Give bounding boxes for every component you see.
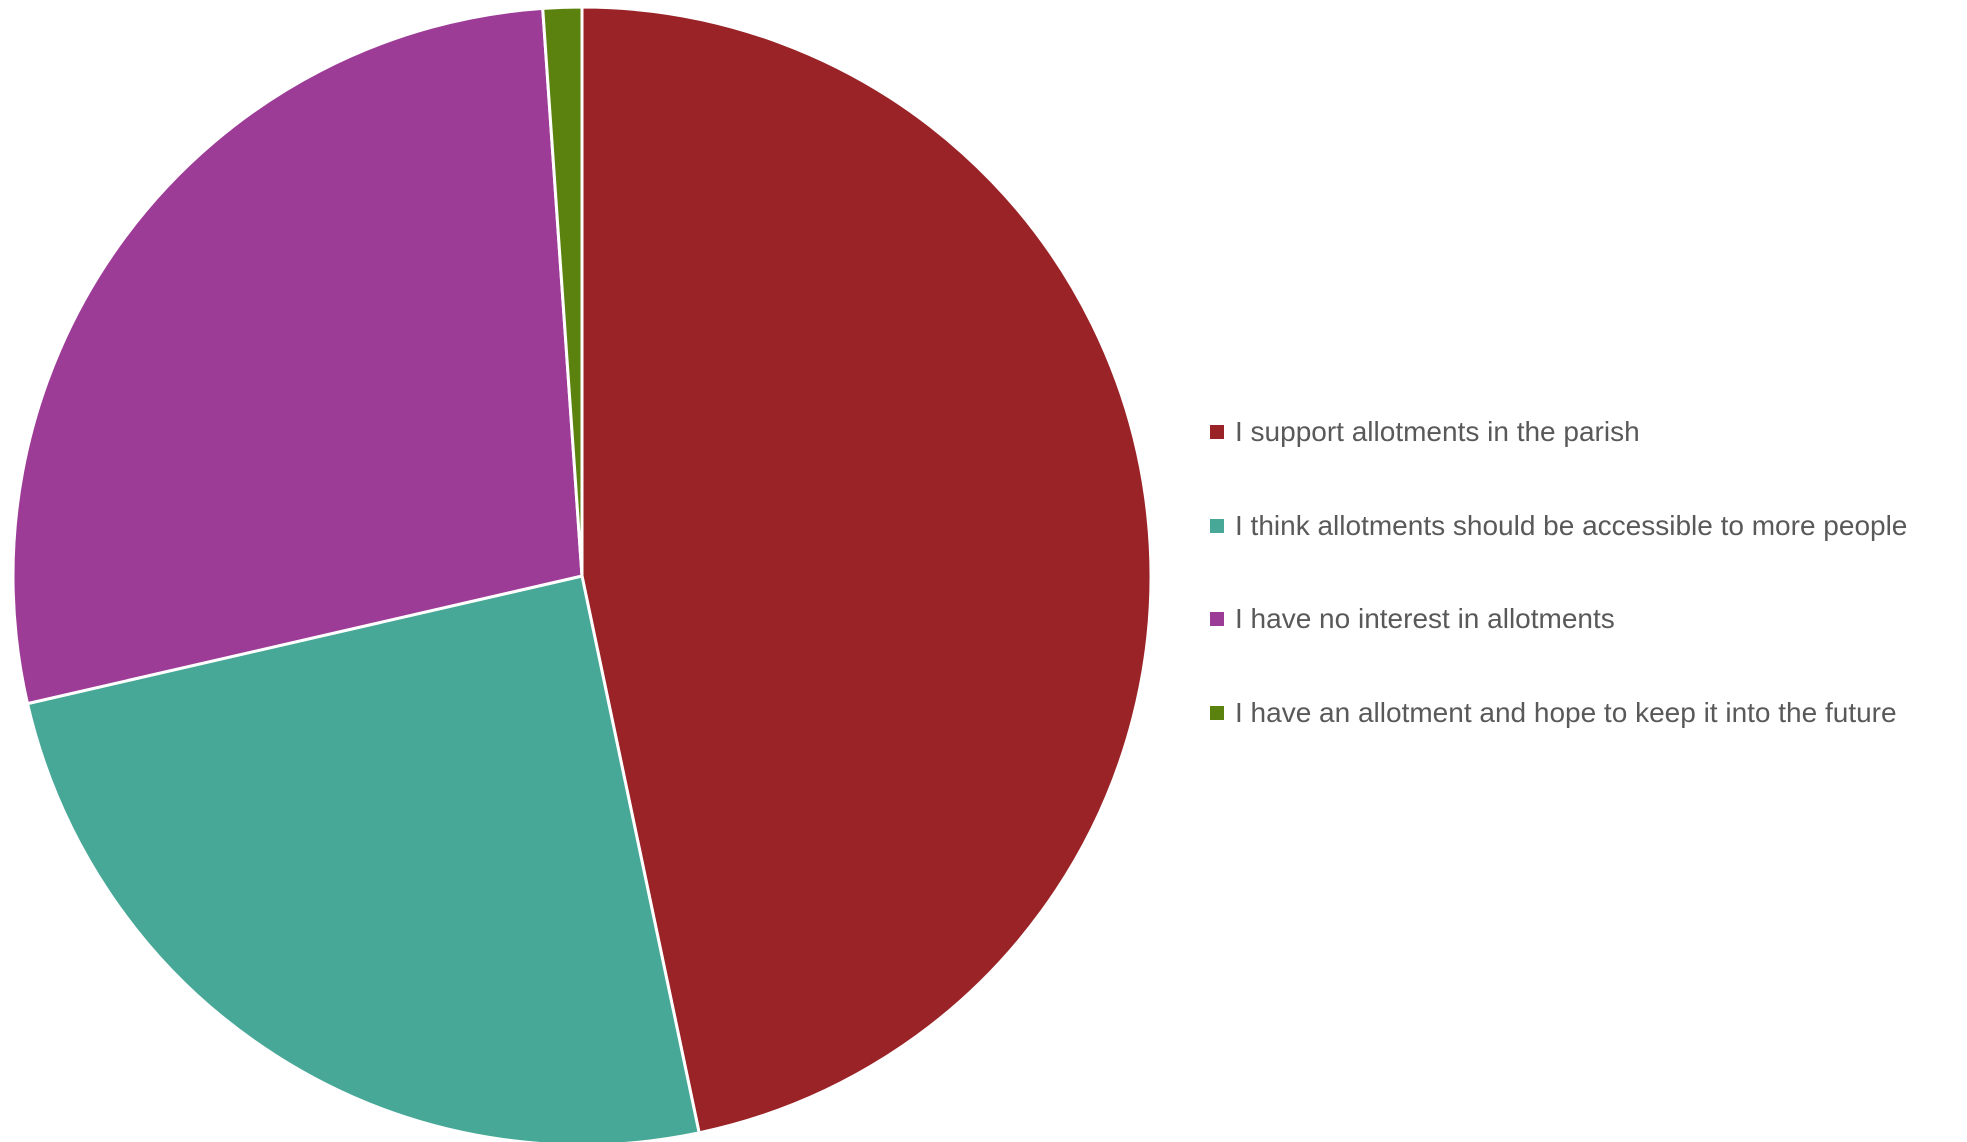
pie-slice [541,5,584,578]
legend-item: I have no interest in allotments [1210,599,1950,639]
pie-slice [580,5,1153,1135]
pie-slice [25,574,701,1142]
legend-label: I have no interest in allotments [1235,603,1615,634]
legend-swatch [1210,518,1224,533]
legend-swatch [1210,425,1224,439]
legend-item: I think allotments should be accessible … [1210,506,1950,546]
legend-label: I think allotments should be accessible … [1235,509,1908,541]
chart-legend: I support allotments in the parish I thi… [1210,412,1950,786]
legend-item: I support allotments in the parish [1210,412,1950,452]
legend-label: I support allotments in the parish [1235,416,1640,447]
legend-swatch [1210,612,1224,626]
pie-slice [11,6,584,706]
legend-swatch [1210,705,1224,720]
legend-item: I have an allotment and hope to keep it … [1210,693,1950,733]
legend-label: I have an allotment and hope to keep it … [1235,696,1897,728]
